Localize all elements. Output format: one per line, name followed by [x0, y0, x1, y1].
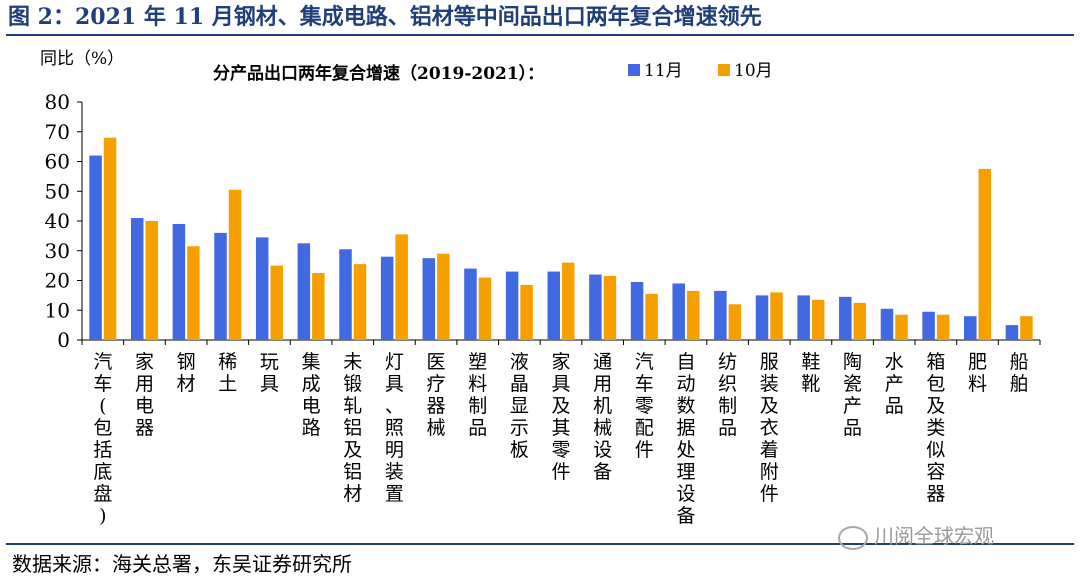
x-category-label: 陶瓷产品 [843, 351, 862, 439]
x-category-label: 稀土 [218, 351, 237, 395]
legend-label: 10月 [734, 61, 773, 81]
x-category-label: 液晶显示板 [510, 351, 529, 461]
bar-nov [1005, 325, 1019, 340]
bar-oct [686, 290, 700, 340]
bar-oct [811, 299, 825, 340]
x-category-label: 钢材 [177, 351, 196, 395]
bar-oct [603, 276, 617, 340]
x-category-label: 鞋靴 [801, 351, 820, 395]
bar-oct [270, 265, 283, 340]
x-category-label: 集成电路 [302, 351, 321, 439]
bar-nov [880, 308, 894, 340]
bar-oct [353, 264, 367, 340]
bar-oct [520, 284, 533, 340]
bar-nov [672, 283, 685, 340]
bar-nov [797, 295, 810, 340]
bar-nov [214, 232, 227, 340]
bar-oct [770, 292, 783, 340]
x-category-label: 灯具、照明装置 [385, 351, 404, 505]
bar-oct [145, 221, 158, 340]
x-category-label: 塑料制品 [468, 351, 487, 439]
y-tick-label: 20 [45, 269, 70, 293]
x-category-label: 未锻轧铝及铝材 [343, 351, 362, 505]
bar-nov [380, 256, 394, 340]
bar-oct [562, 262, 575, 340]
y-tick-label: 80 [45, 90, 70, 114]
legend: 11月 10月 [628, 61, 773, 81]
x-category-label: 汽车零配件 [635, 351, 654, 461]
y-tick-label: 60 [45, 150, 70, 174]
y-tick-label: 10 [45, 298, 70, 322]
chart-title: 分产品出口两年复合增速（2019-2021）： [213, 63, 544, 84]
x-category-label: 箱包及类似容器 [926, 351, 945, 505]
title-rule [6, 34, 1074, 36]
bar-nov [89, 155, 102, 340]
x-category-label: 服装及衣着附件 [760, 351, 779, 505]
x-category-label: 汽车(包括底盘) [93, 351, 112, 527]
bar-oct [645, 293, 658, 340]
bar-nov [505, 271, 519, 340]
bar-oct [437, 253, 450, 340]
x-category-label: 家具及其零件 [551, 351, 570, 483]
bar-nov [755, 295, 769, 340]
bar-nov [964, 316, 977, 340]
y-tick-label: 40 [45, 209, 70, 233]
source-rule [6, 543, 1074, 545]
bar-nov [255, 237, 269, 340]
bar-nov [714, 290, 727, 340]
bar-nov [839, 296, 852, 340]
bar-oct [978, 168, 992, 340]
wechat-icon [838, 525, 868, 550]
bar-nov [422, 258, 436, 340]
bar-oct [187, 246, 200, 340]
legend-swatch [628, 64, 640, 76]
y-tick-label: 50 [45, 179, 70, 203]
x-category-label: 肥料 [968, 351, 987, 395]
bar-oct [395, 234, 408, 340]
x-category-label: 纺织制品 [718, 351, 737, 439]
bar-oct [936, 314, 950, 340]
watermark: 川阅全球宏观 [838, 520, 994, 550]
bar-nov [922, 311, 935, 340]
bar-nov [464, 268, 477, 340]
bar-oct [1020, 316, 1033, 340]
x-category-label: 玩具 [260, 351, 279, 395]
x-category-label: 医疗器械 [427, 351, 446, 439]
x-category-label: 船舶 [1010, 351, 1029, 395]
bar-oct [312, 273, 325, 340]
figure-title: 图 2：2021 年 11 月钢材、集成电路、铝材等中间品出口两年复合增速领先 [8, 4, 762, 30]
x-category-label: 家用电器 [135, 351, 154, 439]
y-tick-label: 70 [45, 120, 70, 144]
y-tick-label: 0 [57, 328, 70, 352]
y-axis-label: 同比（%） [40, 49, 124, 69]
watermark-text: 川阅全球宏观 [874, 524, 994, 548]
bar-oct [228, 189, 242, 340]
bar-nov [589, 274, 602, 340]
bar-chart: 同比（%） 分产品出口两年复合增速（2019-2021）： 11月 10月 0 10… [40, 49, 1041, 527]
bar-nov [172, 223, 186, 340]
bar-nov [630, 281, 644, 340]
legend-swatch [718, 64, 730, 76]
bar-nov [339, 249, 352, 340]
bar-oct [895, 314, 908, 340]
y-tick-label: 30 [45, 239, 70, 263]
bar-nov [130, 218, 144, 340]
bar-nov [547, 271, 560, 340]
bars [89, 137, 1033, 340]
bar-nov [297, 243, 311, 340]
legend-label: 11月 [644, 61, 683, 81]
y-axis: 0 10 20 30 40 50 60 70 80 [45, 90, 1041, 352]
x-category-label: 通用机械设备 [593, 351, 612, 483]
bar-oct [728, 304, 742, 340]
x-category-label: 自动数据处理设备 [676, 351, 695, 527]
x-category-label: 水产品 [885, 351, 904, 417]
source-note: 数据来源：海关总署，东吴证券研究所 [12, 552, 352, 576]
bar-oct [478, 277, 492, 340]
bar-oct [103, 137, 117, 340]
bar-oct [853, 302, 867, 340]
